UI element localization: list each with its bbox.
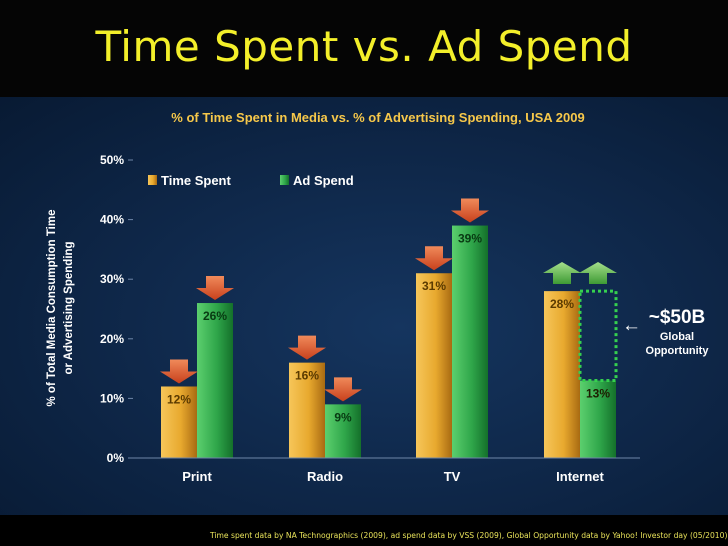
bar-print-ad-spend (197, 303, 233, 458)
slide-title: Time Spent vs. Ad Spend (95, 22, 633, 71)
chart-title: % of Time Spent in Media vs. % of Advert… (171, 110, 584, 125)
up-arrow-internet-time-spent (543, 262, 581, 284)
y-tick-label-50: 50% (100, 153, 124, 167)
data-label-print-ad-spend: 26% (203, 309, 227, 323)
legend: Time Spent Ad Spend (148, 173, 354, 188)
annotation-arrow: ← (622, 315, 641, 336)
bars: 12% 26% 16% 9% 31% 39% 28% 13% (161, 225, 616, 458)
bar-tv-time-spent (416, 273, 452, 458)
title-band (0, 0, 728, 97)
data-label-print-time-spent: 12% (167, 392, 191, 406)
data-label-tv-time-spent: 31% (422, 279, 446, 293)
legend-swatch-time-spent (148, 175, 157, 185)
y-axis-label-line-2: or Advertising Spending (63, 241, 75, 374)
annotation-amount: ~$50B (649, 307, 706, 328)
data-label-internet-ad-spend: 13% (586, 387, 610, 401)
y-tick-label-40: 40% (100, 213, 124, 227)
bar-radio-ad-spend (325, 404, 361, 458)
y-axis-label: % of Total Media Consumption Time or Adv… (46, 210, 75, 407)
data-label-internet-time-spent: 28% (550, 297, 574, 311)
legend-label-time-spent: Time Spent (161, 173, 232, 188)
down-arrow-print-time-spent (160, 359, 198, 384)
footer-band (0, 515, 728, 546)
opportunity-gap-box (578, 289, 618, 383)
down-arrow-print-ad-spend (196, 276, 234, 301)
legend-label-ad-spend: Ad Spend (293, 173, 354, 188)
x-axis: Print Radio TV Internet (182, 469, 604, 484)
y-axis-label-line-1: % of Total Media Consumption Time (46, 210, 58, 407)
down-arrow-tv-ad-spend (451, 198, 489, 223)
annotation-line-1: Global (660, 331, 694, 343)
source-note: Time spent data by NA Technographics (20… (210, 531, 728, 540)
bar-radio-time-spent (289, 362, 325, 458)
y-tick-label-10: 10% (100, 391, 124, 405)
y-tick-label-0: 0% (107, 451, 125, 465)
down-arrow-radio-ad-spend (324, 377, 362, 402)
bar-print-time-spent (161, 386, 197, 458)
legend-swatch-ad-spend (280, 175, 289, 185)
data-label-tv-ad-spend: 39% (458, 232, 482, 246)
category-label-tv: TV (444, 469, 461, 484)
y-tick-label-20: 20% (100, 332, 124, 346)
opportunity-annotation: ← ~$50B Global Opportunity (578, 289, 710, 383)
bar-internet-ad-spend (580, 380, 616, 458)
category-label-print: Print (182, 469, 212, 484)
up-arrow-internet-ad-spend (579, 262, 617, 284)
down-arrow-tv-time-spent (415, 246, 453, 271)
data-label-radio-time-spent: 16% (295, 369, 319, 383)
bar-internet-time-spent (544, 291, 580, 458)
category-label-internet: Internet (556, 469, 604, 484)
y-tick-label-30: 30% (100, 272, 124, 286)
down-arrow-radio-time-spent (288, 335, 326, 360)
data-label-radio-ad-spend: 9% (334, 410, 352, 424)
annotation-line-2: Opportunity (646, 345, 710, 357)
category-label-radio: Radio (307, 469, 343, 484)
arrows (160, 198, 617, 402)
y-axis: 0% 10% 20% 30% 40% 50% (100, 153, 133, 465)
bar-tv-ad-spend (452, 225, 488, 458)
